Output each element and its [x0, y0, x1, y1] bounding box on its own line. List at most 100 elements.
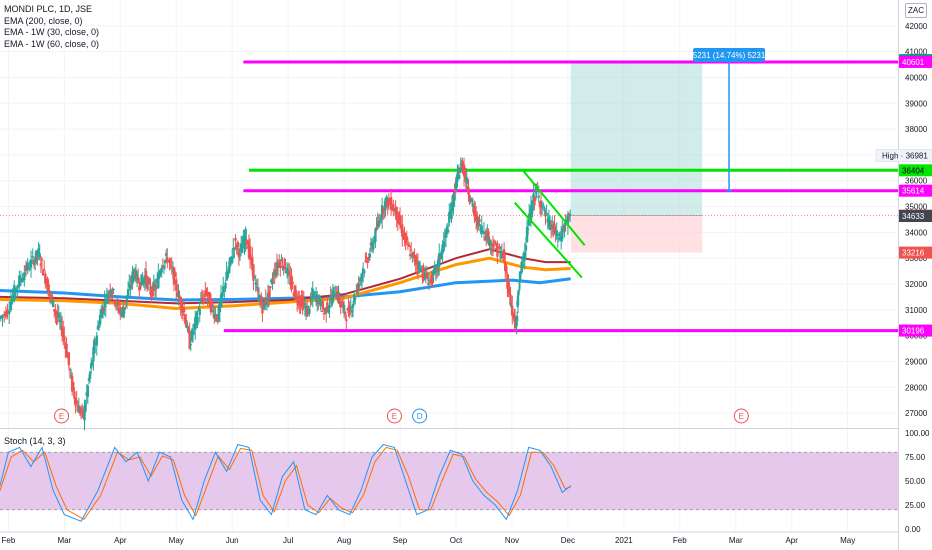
candle-body — [144, 270, 148, 282]
candle-body — [405, 236, 408, 240]
price-badge-35614[interactable] — [899, 184, 932, 197]
price-badge-36404[interactable] — [899, 164, 932, 177]
candle-body — [305, 307, 309, 317]
event-marker[interactable] — [386, 408, 402, 424]
candle-body — [401, 224, 404, 237]
profit-zone[interactable] — [570, 61, 703, 216]
event-marker[interactable] — [733, 408, 749, 424]
price-badge-40601[interactable] — [899, 55, 932, 68]
candle-body — [185, 319, 188, 328]
candle-body — [319, 299, 322, 307]
high-badge[interactable] — [875, 149, 932, 162]
event-marker-label[interactable]: E — [59, 412, 64, 421]
candle-body — [512, 313, 516, 320]
candle-body — [148, 279, 151, 284]
candle-body — [386, 200, 389, 208]
candle-body — [516, 295, 520, 306]
channel-line-2[interactable] — [513, 202, 583, 279]
stoch-band — [0, 452, 898, 510]
candle-body — [101, 308, 104, 319]
candle-body — [511, 305, 514, 316]
candle-body — [331, 290, 335, 303]
candle-body — [154, 286, 158, 290]
candle-body — [106, 296, 110, 304]
price-badge-34633[interactable] — [899, 210, 932, 223]
candle-body — [177, 292, 180, 298]
candle-body — [506, 274, 509, 289]
price-tick-label: 33000 — [905, 254, 928, 263]
candle-body — [478, 219, 481, 223]
candle-body — [531, 201, 534, 211]
event-marker-label[interactable]: E — [392, 412, 397, 421]
price-badge-33216[interactable] — [899, 246, 932, 259]
candle-body — [54, 309, 57, 314]
candle-body — [173, 272, 177, 277]
price-range-measure[interactable]: 5231 (14.74%) 5231 — [693, 48, 766, 192]
trend-channel[interactable] — [513, 170, 586, 279]
candle-body — [385, 196, 388, 200]
high-badge-label: High · 36981 — [882, 151, 928, 160]
candle-body — [123, 306, 126, 310]
candle-body — [72, 382, 75, 391]
candle-body — [473, 209, 477, 213]
candle-body — [51, 300, 55, 308]
legend-ema-60w[interactable]: EMA - 1W (60, close, 0) — [4, 38, 100, 49]
candle-body — [566, 214, 570, 227]
stoch-legend[interactable]: Stoch (14, 3, 3) — [4, 436, 66, 446]
candle-body — [412, 251, 415, 255]
time-axis[interactable]: Feb Mar Apr May Jun Jul Aug Sep Oct Nov Dec 2021 Feb… — [1, 536, 855, 545]
time-tick-label: Feb — [1, 536, 15, 545]
candle-body — [354, 297, 357, 300]
candle-body — [456, 173, 459, 181]
candle-body — [367, 257, 370, 261]
candle-body — [509, 294, 512, 306]
candle-body — [87, 378, 91, 381]
candle-body — [366, 261, 369, 264]
candle-body — [349, 306, 353, 308]
horizontal-levels[interactable] — [223, 60, 898, 333]
legend-ema-200[interactable]: EMA (200, close, 0) — [4, 15, 83, 26]
measure-label[interactable]: 5231 (14.74%) 5231 — [693, 51, 766, 60]
candle-body — [414, 256, 417, 265]
candle-body — [489, 240, 492, 246]
candle-body — [135, 273, 139, 280]
price-axis[interactable]: 2700028000290003000031000320003300034000… — [875, 22, 932, 534]
candle-body — [116, 302, 120, 307]
currency-badge[interactable]: ZAC — [905, 3, 927, 18]
time-tick-label: Oct — [450, 536, 463, 545]
symbol-title[interactable]: MONDI PLC, 1D, JSE — [4, 4, 93, 14]
candle-body — [75, 400, 78, 404]
event-marker[interactable] — [412, 408, 428, 424]
price-tick-label: 32000 — [905, 280, 928, 289]
price-tick-label: 41000 — [905, 48, 928, 57]
event-marker[interactable] — [54, 408, 70, 424]
measure-label-bg[interactable] — [693, 48, 766, 62]
event-marker-label[interactable]: D — [417, 412, 423, 421]
price-badge-30196[interactable] — [899, 324, 932, 337]
channel-line-1[interactable] — [522, 170, 586, 246]
candle-body — [465, 177, 468, 185]
candle-body — [182, 308, 186, 313]
legend-ema-30w[interactable]: EMA - 1W (30, close, 0) — [4, 27, 100, 37]
candle-body — [432, 269, 435, 275]
candle-body — [47, 284, 50, 296]
price-badge-label: 36404 — [902, 166, 925, 175]
candle-body — [219, 294, 223, 307]
loss-zone[interactable] — [570, 215, 703, 253]
candle-body — [326, 302, 329, 311]
candle-body — [455, 178, 459, 188]
candle-body — [329, 295, 332, 297]
candle-body — [564, 223, 567, 225]
candle-body — [158, 273, 161, 278]
candle-body — [487, 231, 490, 242]
candle-body — [93, 341, 96, 354]
candle-body — [471, 203, 475, 207]
candle-body — [557, 233, 561, 237]
candle-body — [407, 244, 411, 247]
candle-body — [224, 282, 227, 289]
candle-body — [160, 267, 163, 273]
event-marker-label[interactable]: E — [739, 412, 744, 421]
candle-body — [444, 230, 448, 238]
candle-body — [363, 270, 366, 274]
